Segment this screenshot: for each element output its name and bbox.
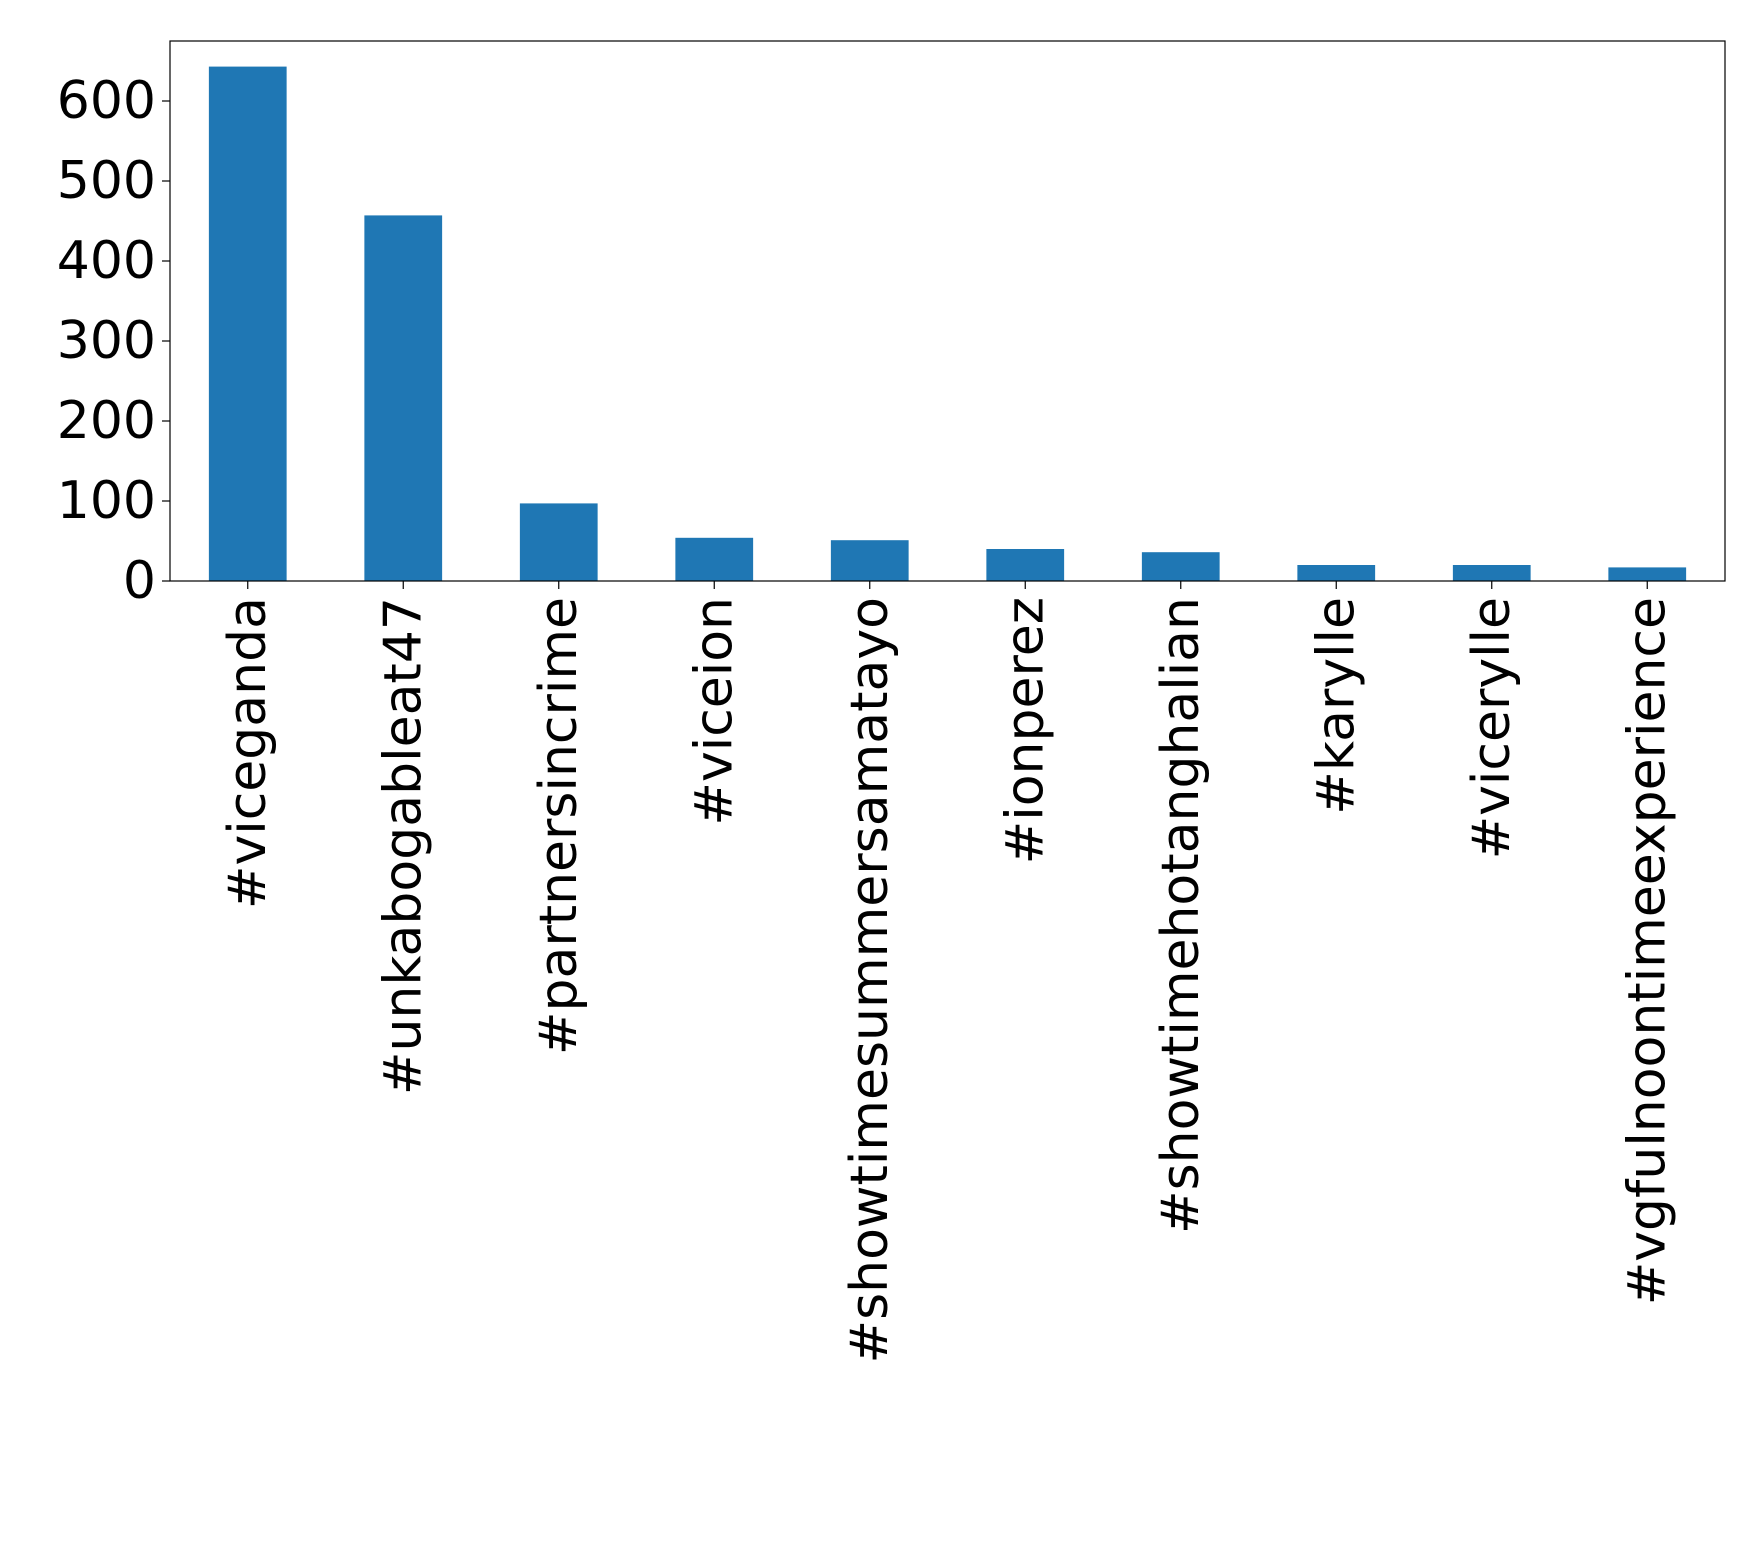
y-tick-label: 0 [123,551,156,611]
bar-unkabogableat47 [364,215,443,581]
y-tick-label: 200 [57,391,156,451]
y-tick-label: 600 [57,71,156,131]
bar-showtimesummersamatayo [830,540,909,581]
x-tick-label: #karylle [1306,597,1366,815]
x-tick-label: #showtimesummersamatayo [840,597,900,1364]
y-tick-label: 500 [57,151,156,211]
bar-viceganda [208,66,287,582]
y-axis: 0 100 200 300 400 500 600 [57,71,170,611]
bar-karylle [1297,565,1376,581]
x-tick-label: #partnersincrime [529,597,589,1055]
x-tick-label: #unkabogableat47 [373,597,433,1095]
x-axis: #viceganda #unkabogableat47 #partnersincri… [218,581,1677,1364]
bar-vicerylle [1452,565,1531,581]
plot-frame [169,40,1726,582]
x-tick-label: #vicerylle [1462,597,1522,859]
bar-showtimehotanghalian [1141,552,1220,581]
bar-partnersincrime [519,503,598,581]
x-tick-label: #showtimehotanghalian [1151,597,1211,1234]
bars-layer [208,66,1687,582]
x-tick-label: #viceion [684,597,744,826]
y-tick-label: 300 [57,311,156,371]
bar-vgfulnoontimeexperience [1608,567,1687,581]
x-tick-label: #vgfulnoontimeexperience [1617,597,1677,1305]
x-tick-label: #viceganda [218,597,278,909]
y-tick-label: 100 [57,471,156,531]
x-tick-label: #ionperez [995,597,1055,864]
bar-viceion [675,537,754,581]
y-tick-label: 400 [57,231,156,291]
bar-ionperez [986,549,1065,581]
